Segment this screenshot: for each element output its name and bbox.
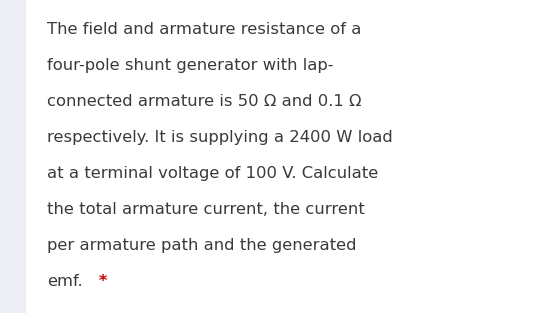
Text: four-pole shunt generator with lap-: four-pole shunt generator with lap- [47, 58, 334, 73]
Text: The field and armature resistance of a: The field and armature resistance of a [47, 22, 362, 37]
Bar [0, 0, 25, 313]
Text: respectively. It is supplying a 2400 W load: respectively. It is supplying a 2400 W l… [47, 130, 393, 145]
Text: emf.: emf. [47, 274, 83, 289]
Text: *: * [93, 274, 108, 289]
Text: connected armature is 50 Ω and 0.1 Ω: connected armature is 50 Ω and 0.1 Ω [47, 94, 362, 109]
Text: at a terminal voltage of 100 V. Calculate: at a terminal voltage of 100 V. Calculat… [47, 166, 379, 181]
Text: per armature path and the generated: per armature path and the generated [47, 238, 357, 253]
Text: the total armature current, the current: the total armature current, the current [47, 202, 365, 217]
